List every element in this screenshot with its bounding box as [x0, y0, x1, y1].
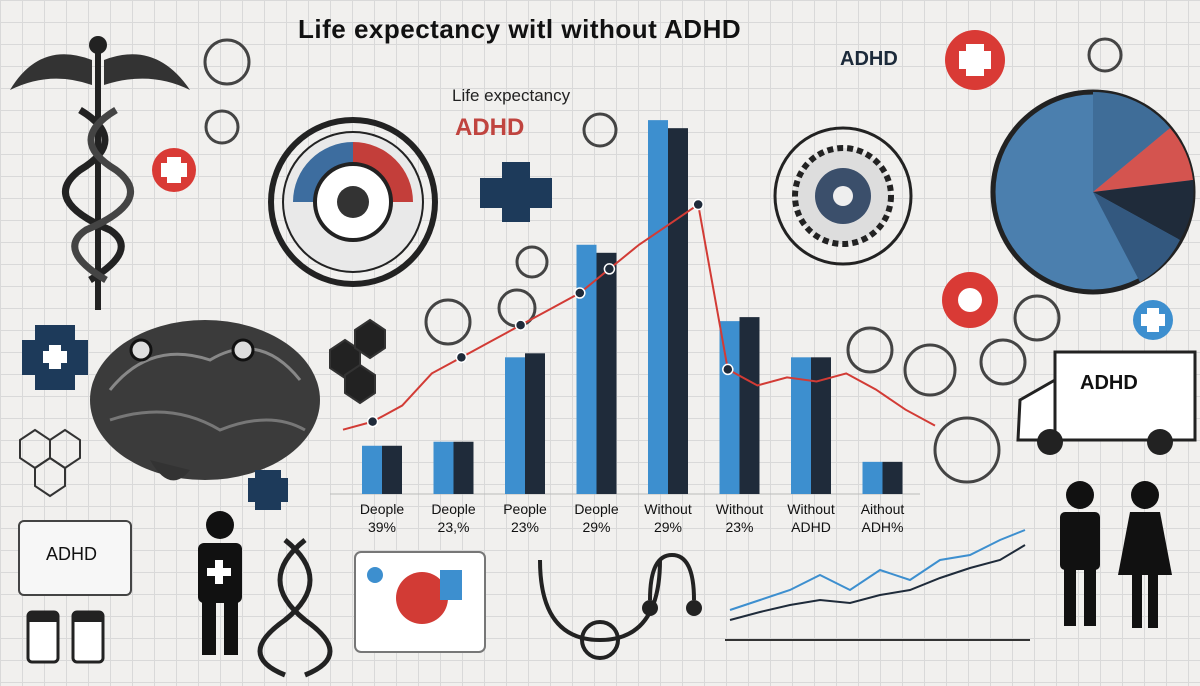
bar-5-series-1 [739, 317, 760, 494]
bar-3-series-1 [596, 252, 617, 494]
gear-circle-right-icon [773, 126, 913, 266]
bar-chart [330, 120, 936, 495]
adhd-clipboard-card: ADHD [18, 520, 132, 596]
x-tick-label: Without 29% [633, 500, 703, 536]
x-tick-label: Deople 39% [347, 500, 417, 536]
x-tick-line-2: 23,% [437, 519, 470, 535]
bar-7-series-0 [862, 461, 883, 494]
chart-subtitle: Life expectancy [452, 86, 571, 105]
bar-6-series-1 [811, 357, 831, 494]
person-icon [198, 481, 1172, 655]
x-tick-line-1: People [503, 501, 547, 517]
x-tick-label: Deople 23,% [419, 500, 489, 536]
trend-point [692, 198, 704, 211]
medical-cross-icon [22, 30, 1173, 510]
x-tick-line-1: Aithout [860, 501, 905, 517]
trend-point [366, 415, 379, 428]
decorative-trend-chart-icon [725, 529, 1030, 641]
heart-card-icon [354, 551, 486, 653]
trend-point [722, 363, 734, 376]
bar-0-series-0 [362, 445, 382, 494]
x-tick-line-1: Deople [574, 501, 619, 517]
bar-7-series-1 [882, 461, 903, 494]
trend-point [603, 263, 616, 275]
pie-chart-icon [990, 89, 1196, 295]
brain-icon [90, 320, 320, 481]
x-tick-line-2: 29% [582, 519, 611, 535]
trend-point [514, 319, 527, 331]
x-tick-label: People 23% [490, 500, 560, 536]
x-tick-line-2: 23% [725, 519, 754, 535]
x-tick-line-2: 23% [510, 519, 540, 535]
x-tick-label: Aithout ADH% [848, 500, 918, 536]
bar-6-series-0 [791, 357, 811, 494]
hexagon-cluster-icon [19, 318, 386, 498]
chart-subtitle-adhd: ADHD [455, 114, 525, 141]
bar-2-series-1 [525, 353, 545, 494]
van-label: ADHD [1080, 372, 1138, 394]
gear-icon [942, 272, 998, 328]
van-icon [1016, 350, 1197, 455]
bar-4-series-1 [668, 128, 688, 494]
trend-point [455, 351, 468, 364]
x-tick-line-2: 29% [653, 519, 683, 535]
caduceus-icon [10, 36, 190, 310]
x-tick-label: Deople 29% [562, 500, 632, 536]
x-tick-line-1: Deople [431, 501, 476, 517]
x-tick-line-1: Deople [359, 501, 405, 517]
bar-0-series-1 [382, 445, 402, 494]
x-tick-line-2: ADH% [861, 519, 904, 535]
x-tick-line-1: Without [644, 501, 692, 517]
x-tick-label: Without 23% [705, 500, 775, 536]
dna-icon [257, 538, 333, 678]
trend-line [342, 202, 936, 431]
bar-1-series-1 [453, 441, 474, 494]
x-tick-line-1: Without [787, 501, 835, 517]
stethoscope-icon [538, 552, 702, 660]
bar-2-series-0 [505, 357, 525, 494]
bar-5-series-0 [719, 321, 740, 494]
bar-3-series-0 [576, 244, 597, 494]
target-circle-left-icon [268, 117, 438, 287]
x-tick-label: Without ADHD [776, 500, 846, 536]
x-tick-line-2: 39% [367, 519, 397, 535]
x-tick-line-1: Without [715, 501, 764, 517]
adhd-card-label: ADHD [46, 544, 98, 564]
x-tick-line-2: ADHD [791, 519, 831, 535]
bar-1-series-0 [433, 441, 454, 494]
chart-title: Life expectancy witl without ADHD [298, 14, 742, 44]
medicine-bottle-icon [26, 610, 105, 664]
trend-point [574, 287, 586, 299]
bar-4-series-0 [648, 120, 668, 494]
chart-title-adhd: ADHD [840, 48, 898, 70]
